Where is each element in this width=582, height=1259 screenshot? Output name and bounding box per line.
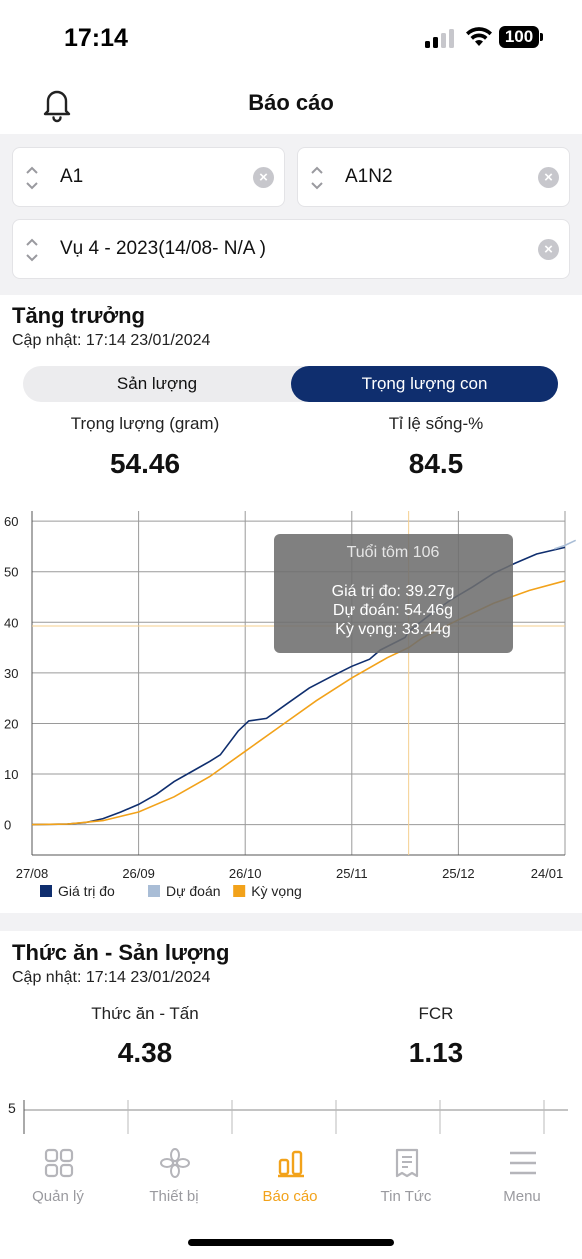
bottom-tab-bar: Quản lý Thiết bị Báo cáo Tin Tức [0, 1134, 582, 1259]
battery-cap [540, 33, 543, 41]
y-tick-label: 0 [4, 818, 11, 833]
y-tick-label: 30 [4, 666, 18, 681]
bar-chart-icon [278, 1150, 304, 1178]
status-bar: 17:14 100 [0, 0, 582, 76]
feed-label: Thức ăn - Tấn [91, 1004, 199, 1023]
legend-label: Dự đoán [166, 883, 221, 899]
tab-thiet-bi[interactable]: Thiết bị [116, 1134, 232, 1224]
feed-chart-y-tick: 5 [8, 1100, 16, 1116]
status-time: 17:14 [64, 24, 128, 52]
sort-arrows-icon [26, 166, 38, 190]
filter-panel: A1 × A1N2 × Vụ 4 - 2023(14/08- N/A ) × [0, 134, 582, 287]
wifi-icon [466, 27, 492, 46]
x-tick-label: 26/09 [122, 866, 155, 881]
x-tick-label: 24/01 [531, 866, 564, 881]
sub-pond-select[interactable]: A1N2 × [297, 147, 570, 207]
season-select-value: Vụ 4 - 2023(14/08- N/A ) [60, 238, 266, 259]
cellular-signal-icon [425, 29, 455, 48]
legend-swatch [40, 885, 52, 897]
tooltip-line: Kỳ vọng: 33.44g [335, 621, 451, 638]
tooltip-line: Dự đoán: 54.46g [333, 602, 453, 619]
tooltip-line: Giá trị đo: 39.27g [332, 583, 455, 600]
x-tick-label: 25/11 [336, 866, 368, 881]
sort-arrows-icon [26, 238, 38, 262]
survival-value: 84.5 [408, 448, 464, 479]
tooltip-title: Tuổi tôm 106 [347, 543, 440, 561]
tab-tin-tuc[interactable]: Tin Tức [348, 1134, 464, 1224]
grid-icon [44, 1148, 74, 1178]
fan-icon [160, 1148, 190, 1178]
tab-label: Báo cáo [262, 1188, 318, 1205]
feed-title: Thức ăn - Sản lượng [12, 940, 230, 965]
feed-updated: Cập nhật: 17:14 23/01/2024 [12, 969, 211, 986]
x-tick-label: 25/12 [442, 866, 475, 881]
y-tick-label: 60 [4, 514, 18, 529]
news-icon [395, 1148, 419, 1178]
page-title: Báo cáo [248, 90, 334, 115]
feed-value: 4.38 [117, 1037, 173, 1068]
x-tick-label: 26/10 [229, 866, 262, 881]
fcr-value: 1.13 [408, 1037, 464, 1068]
series-line [554, 539, 577, 550]
season-select[interactable]: Vụ 4 - 2023(14/08- N/A ) × [12, 219, 570, 279]
tab-trong-luong-con[interactable]: Trọng lượng con [291, 366, 558, 402]
weight-value: 54.46 [109, 448, 181, 479]
tooltip-box [274, 534, 513, 653]
menu-icon [510, 1151, 536, 1175]
legend-label: Kỳ vọng [251, 883, 302, 899]
tab-label: Menu [503, 1188, 541, 1205]
app-header: Báo cáo [0, 76, 582, 134]
growth-segmented-control: Sản lượng Trọng lượng con [23, 366, 558, 402]
sub-pond-select-value: A1N2 [345, 166, 393, 187]
clear-icon[interactable]: × [538, 239, 559, 260]
sort-arrows-icon [311, 166, 323, 190]
tab-bao-cao[interactable]: Báo cáo [232, 1134, 348, 1224]
home-indicator [188, 1239, 394, 1246]
x-tick-label: 27/08 [16, 866, 49, 881]
growth-card: Tăng trưởng Cập nhật: 17:14 23/01/2024 S… [0, 295, 582, 913]
y-tick-label: 50 [4, 565, 18, 580]
legend-swatch [148, 885, 160, 897]
y-tick-label: 40 [4, 615, 18, 630]
growth-updated: Cập nhật: 17:14 23/01/2024 [12, 332, 211, 349]
growth-chart[interactable]: 0 10 20 30 40 50 60 27/08 26/09 26/10 25/11 25/12 24… [0, 503, 582, 913]
clear-icon[interactable]: × [538, 167, 559, 188]
y-tick-label: 20 [4, 716, 18, 731]
feed-card: Thức ăn - Sản lượng Cập nhật: 17:14 23/0… [0, 931, 582, 1134]
y-tick-label: 10 [4, 767, 18, 782]
clear-icon[interactable]: × [253, 167, 274, 188]
chart-tooltip: Tuổi tôm 106 Giá trị đo: 39.27g Dự đoán: 5… [274, 534, 513, 653]
weight-label: Trọng lượng (gram) [70, 414, 220, 433]
bell-icon[interactable] [40, 85, 74, 123]
pond-select-value: A1 [60, 166, 84, 187]
fcr-label: FCR [418, 1004, 454, 1023]
legend-label: Giá trị đo [58, 883, 115, 899]
tab-label: Thiết bị [149, 1188, 199, 1205]
tab-menu[interactable]: Menu [464, 1134, 580, 1224]
tab-quan-ly[interactable]: Quản lý [0, 1134, 116, 1224]
pond-select[interactable]: A1 × [12, 147, 285, 207]
legend-swatch [233, 885, 246, 897]
feed-chart[interactable]: 5 [0, 1094, 582, 1134]
survival-label: Tỉ lệ sống-% [388, 414, 484, 433]
tab-label: Tin Tức [380, 1188, 432, 1205]
tab-label: Quản lý [32, 1188, 84, 1205]
battery-indicator: 100 [499, 26, 539, 48]
tab-san-luong[interactable]: Sản lượng [116, 374, 198, 393]
growth-title: Tăng trưởng [12, 303, 145, 328]
